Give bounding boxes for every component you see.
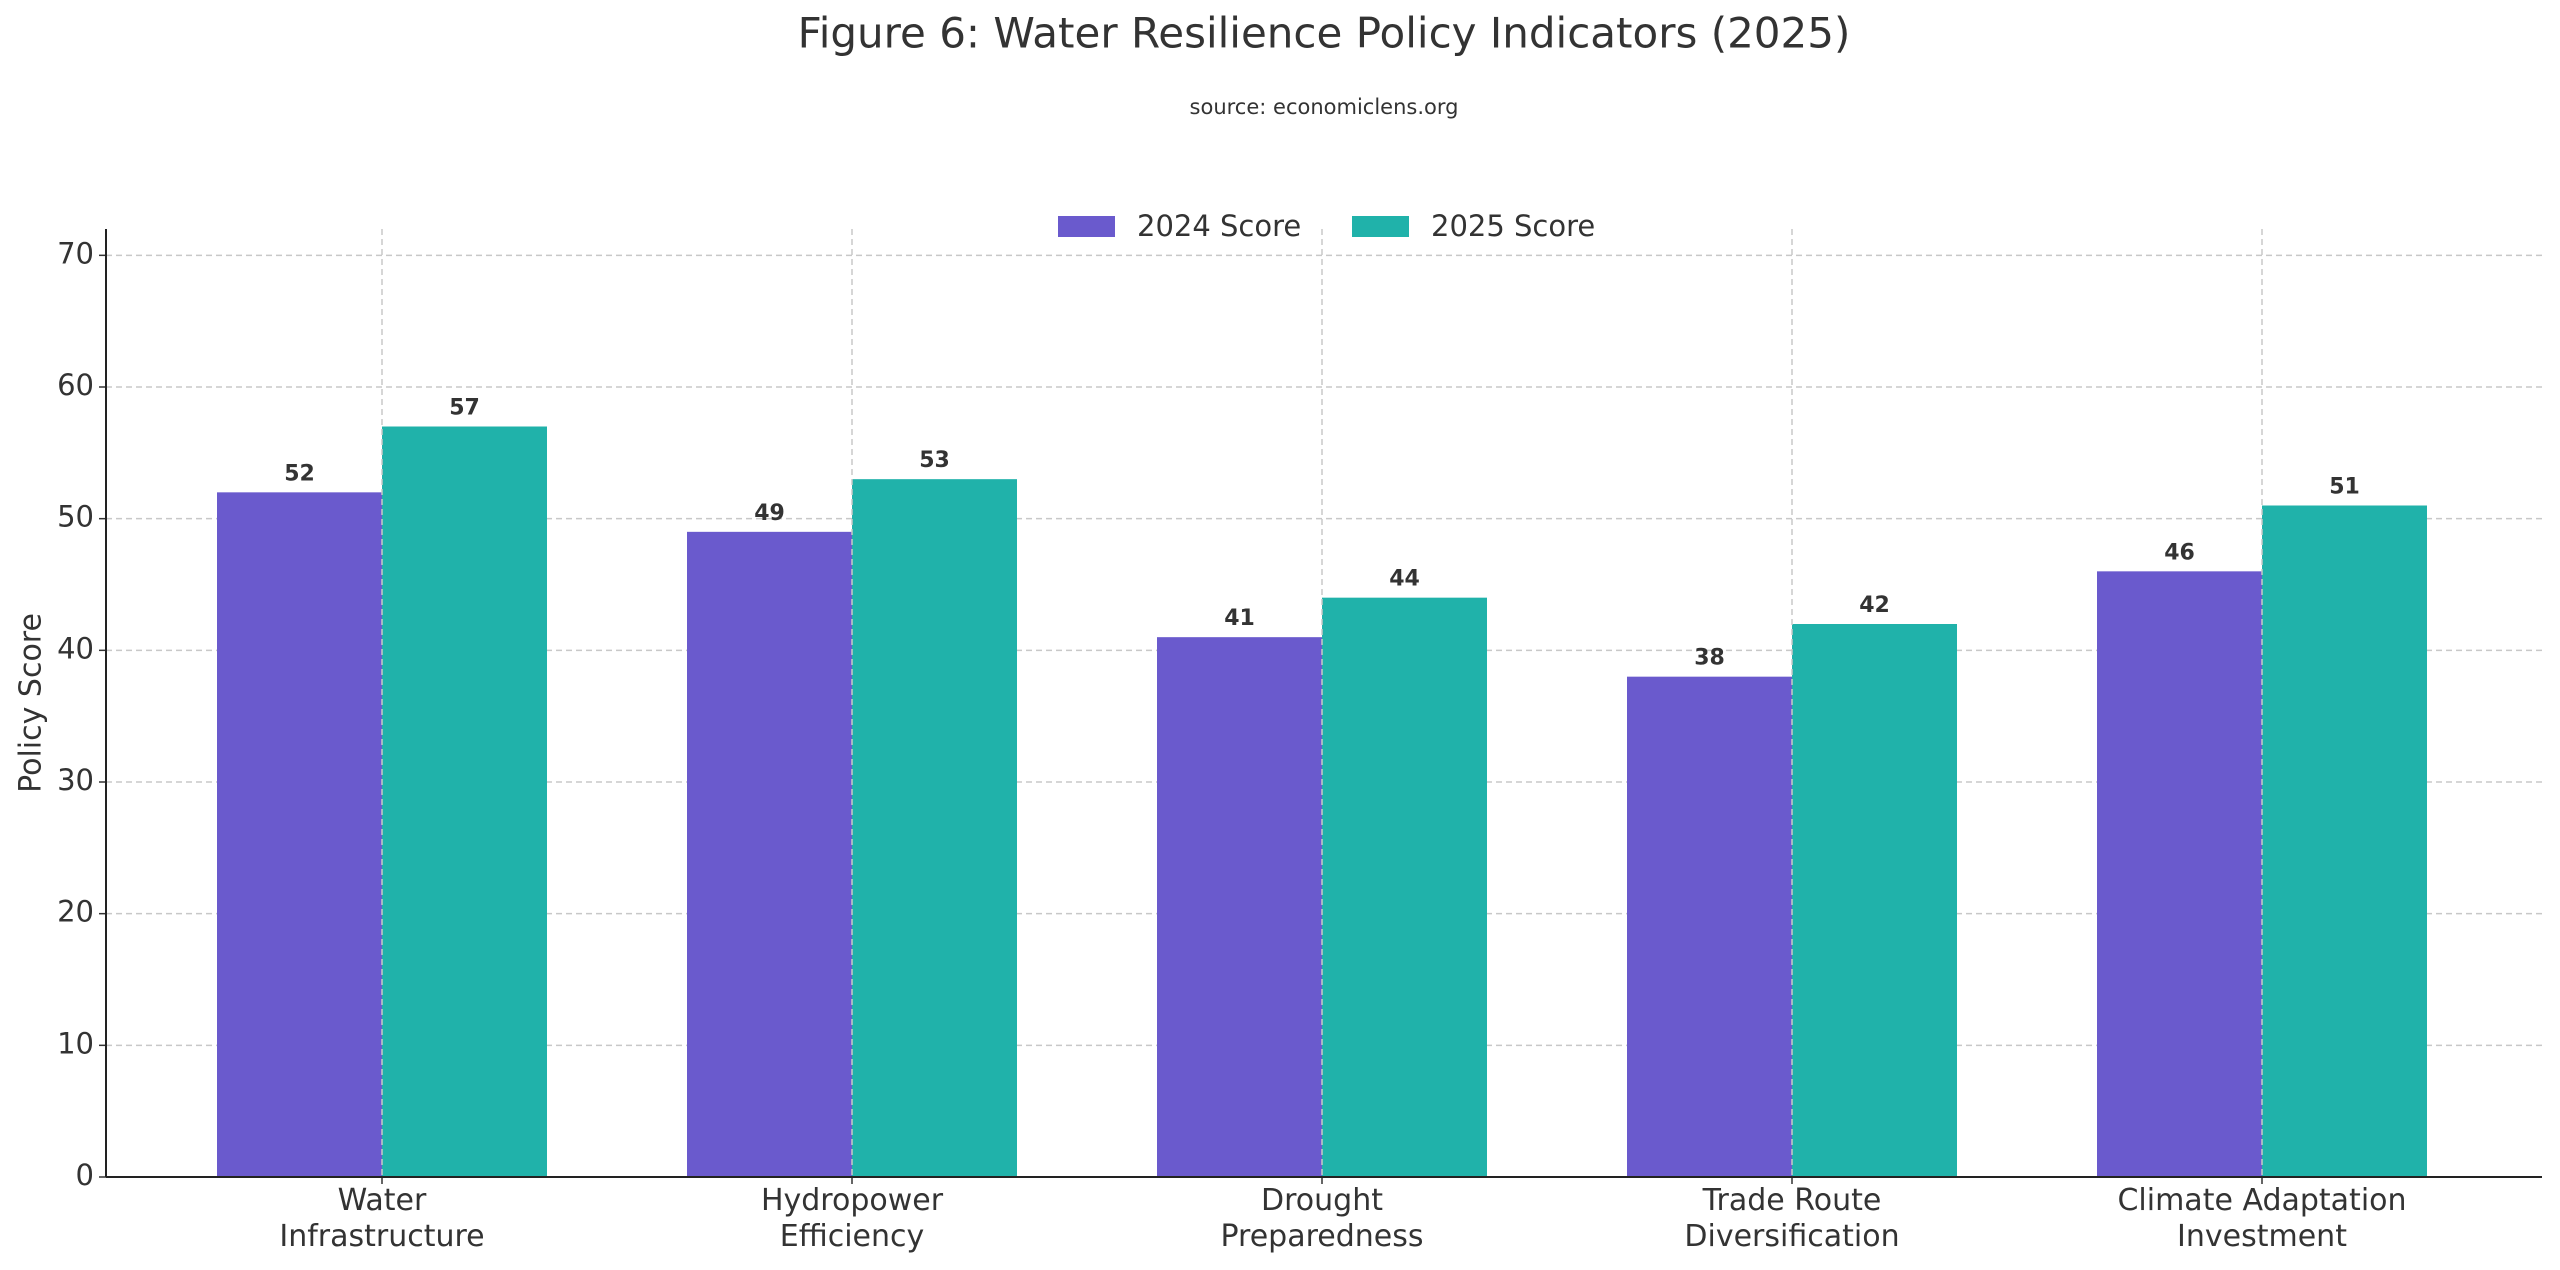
y-tick-label: 30 — [57, 763, 94, 797]
value-label: 38 — [1694, 646, 1725, 671]
y-tick-label: 20 — [57, 895, 94, 929]
bar — [852, 479, 1017, 1178]
chart-subtitle: source: economiclens.org — [1190, 95, 1459, 119]
y-axis-label: Policy Score — [14, 613, 49, 793]
y-tick-label: 0 — [76, 1158, 94, 1192]
y-tick-label: 60 — [57, 368, 94, 402]
x-tick-label: Water Infrastructure — [279, 1183, 484, 1254]
value-label: 41 — [1224, 606, 1255, 631]
x-tick-label: Trade Route Diversification — [1684, 1183, 1899, 1254]
bar — [2097, 571, 2262, 1177]
chart-title: Figure 6: Water Resilience Policy Indica… — [798, 9, 1851, 58]
x-tick-label: Drought Preparedness — [1220, 1183, 1423, 1254]
bar — [687, 531, 852, 1177]
legend-swatch — [1352, 216, 1409, 237]
value-label: 51 — [2329, 475, 2360, 500]
bar — [1322, 597, 1487, 1177]
value-label: 52 — [284, 461, 315, 486]
y-tick-label: 70 — [57, 236, 94, 270]
legend-swatch — [1058, 216, 1115, 237]
y-tick-label: 10 — [57, 1026, 94, 1060]
y-tick-label: 50 — [57, 500, 94, 534]
bar — [382, 426, 547, 1177]
bar — [1627, 676, 1792, 1177]
legend-label: 2024 Score — [1137, 209, 1301, 243]
bar — [217, 492, 382, 1177]
y-tick-label: 40 — [57, 631, 94, 665]
legend-label: 2025 Score — [1431, 209, 1595, 243]
x-tick-label: Climate Adaptation Investment — [2117, 1183, 2406, 1254]
value-label: 57 — [449, 396, 480, 421]
x-tick-label: Hydropower Efficiency — [761, 1183, 944, 1254]
bar — [2262, 505, 2427, 1177]
value-label: 44 — [1389, 567, 1420, 592]
bar — [1157, 637, 1322, 1177]
value-label: 42 — [1859, 593, 1890, 618]
value-label: 53 — [919, 448, 950, 473]
value-label: 46 — [2164, 540, 2195, 565]
value-label: 49 — [754, 501, 785, 526]
bar — [1792, 624, 1957, 1177]
